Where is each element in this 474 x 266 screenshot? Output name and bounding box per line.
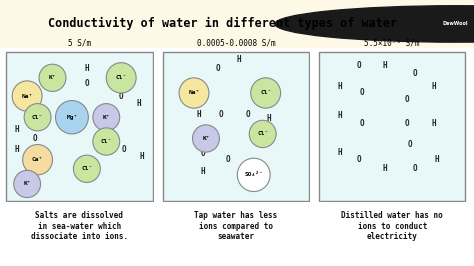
- Text: O: O: [405, 94, 410, 103]
- Text: Cl⁻: Cl⁻: [116, 75, 127, 80]
- Text: O: O: [405, 119, 410, 128]
- Circle shape: [73, 155, 100, 182]
- Text: O: O: [360, 119, 365, 128]
- Text: H: H: [432, 119, 437, 128]
- Text: 5.5×10⁻⁶ S/m: 5.5×10⁻⁶ S/m: [365, 38, 420, 47]
- Text: H: H: [383, 164, 387, 173]
- Circle shape: [93, 128, 120, 155]
- FancyBboxPatch shape: [319, 52, 465, 201]
- Text: O: O: [119, 92, 124, 101]
- Circle shape: [24, 104, 51, 131]
- Text: O: O: [412, 164, 417, 173]
- Circle shape: [179, 78, 209, 108]
- Text: H: H: [337, 148, 342, 157]
- Circle shape: [23, 144, 53, 175]
- Text: H: H: [201, 167, 205, 176]
- Text: O: O: [360, 89, 365, 98]
- Text: H: H: [137, 99, 141, 108]
- Text: SO₄²⁻: SO₄²⁻: [245, 172, 263, 177]
- Text: H: H: [14, 125, 19, 134]
- Text: O: O: [219, 110, 223, 119]
- Text: K⁺: K⁺: [102, 115, 110, 120]
- Circle shape: [93, 104, 120, 131]
- Text: O: O: [201, 149, 205, 158]
- FancyBboxPatch shape: [163, 52, 309, 201]
- Circle shape: [14, 170, 41, 198]
- Text: Cl⁻: Cl⁻: [257, 131, 268, 136]
- Text: 0.0005-0.0008 S/m: 0.0005-0.0008 S/m: [197, 38, 275, 47]
- Circle shape: [12, 81, 42, 111]
- Text: H: H: [84, 64, 89, 73]
- Text: O: O: [216, 64, 220, 73]
- Text: H: H: [196, 110, 201, 119]
- Text: K⁺: K⁺: [23, 181, 31, 186]
- Circle shape: [39, 64, 66, 92]
- Text: H: H: [237, 55, 241, 64]
- Text: K⁺: K⁺: [49, 75, 56, 80]
- Text: H: H: [337, 111, 342, 120]
- Text: O: O: [32, 134, 37, 143]
- Text: O: O: [357, 61, 362, 70]
- Circle shape: [192, 125, 219, 152]
- Text: DewWool: DewWool: [442, 22, 468, 26]
- FancyBboxPatch shape: [0, 0, 474, 48]
- Text: Ca⁺: Ca⁺: [32, 157, 43, 162]
- Circle shape: [249, 120, 276, 148]
- Text: Na⁺: Na⁺: [21, 94, 33, 98]
- Text: O: O: [84, 79, 89, 88]
- Text: Conductivity of water in different types of water: Conductivity of water in different types…: [48, 16, 397, 30]
- Circle shape: [251, 78, 281, 108]
- Text: Cl⁻: Cl⁻: [100, 139, 112, 144]
- Circle shape: [275, 6, 474, 42]
- Circle shape: [106, 63, 136, 93]
- Text: H: H: [337, 82, 342, 92]
- Text: H: H: [432, 82, 437, 92]
- Text: K⁺: K⁺: [202, 136, 210, 141]
- Text: 5 S/m: 5 S/m: [68, 38, 91, 47]
- Text: Tap water has less
ions compared to
seawater: Tap water has less ions compared to seaw…: [194, 211, 277, 241]
- Text: O: O: [122, 145, 127, 153]
- Text: Cl⁻: Cl⁻: [81, 166, 92, 171]
- Circle shape: [237, 158, 270, 192]
- Text: H: H: [435, 155, 439, 164]
- Text: H: H: [266, 114, 271, 123]
- Text: O: O: [246, 110, 250, 119]
- Text: Cl⁻: Cl⁻: [32, 115, 43, 120]
- FancyBboxPatch shape: [6, 52, 153, 201]
- Circle shape: [55, 101, 88, 134]
- Text: O: O: [357, 155, 362, 164]
- Text: O: O: [226, 155, 231, 164]
- Text: Cl⁻: Cl⁻: [260, 90, 271, 95]
- Text: O: O: [408, 140, 412, 149]
- Text: Salts are dissolved
in sea-water which
dissociate into ions.: Salts are dissolved in sea-water which d…: [31, 211, 128, 241]
- Text: H: H: [14, 145, 19, 153]
- Text: O: O: [412, 69, 417, 78]
- Text: H: H: [383, 61, 387, 70]
- Text: Mg⁺: Mg⁺: [66, 115, 78, 120]
- Text: Na⁺: Na⁺: [188, 90, 200, 95]
- Text: Distilled water has no
ions to conduct
electricity: Distilled water has no ions to conduct e…: [341, 211, 443, 241]
- Text: H: H: [140, 152, 145, 161]
